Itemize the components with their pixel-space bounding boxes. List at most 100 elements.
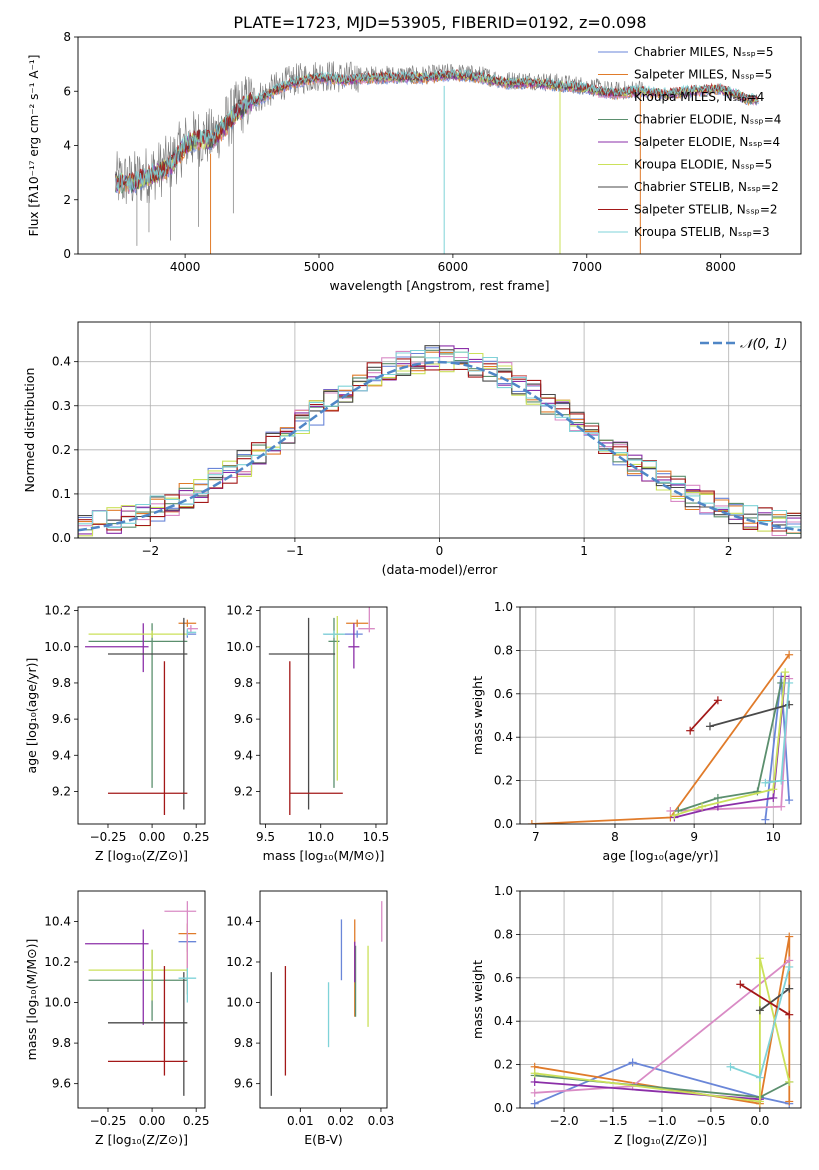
y-tick-label: 9.4 <box>52 748 71 762</box>
figure-title: PLATE=1723, MJD=53905, FIBERID=0192, z=0… <box>233 13 646 32</box>
y-tick-label: 0.6 <box>494 687 513 701</box>
y-tick-label: 9.4 <box>234 748 253 762</box>
x-tick-label: −1.5 <box>598 1114 627 1128</box>
mass-weight-marker <box>666 806 675 815</box>
mass-weight-line <box>678 682 783 812</box>
y-tick-label: 6 <box>63 84 71 98</box>
panel-residuals: −2 −1 0 1 2 0.0 0.1 0.2 0.3 0.4 (data-model)/error… <box>22 321 802 577</box>
axes-frame <box>519 890 802 1109</box>
legend-entry: Kroupa MILES, Nₛₛₚ=4 <box>634 90 764 104</box>
plot-area <box>78 322 801 538</box>
plot-area <box>115 61 759 254</box>
x-tick-label: 2 <box>725 544 733 558</box>
x-tick-label: 1 <box>580 544 588 558</box>
mass-weight-marker <box>726 1062 735 1071</box>
plot-area <box>85 901 197 1096</box>
y-tick-label: 0.1 <box>52 487 71 501</box>
spectrum-model-line <box>115 68 759 191</box>
mass-weight-marker <box>705 722 714 731</box>
x-tick-label: −0.5 <box>696 1114 725 1128</box>
mass-weight-marker <box>785 962 794 971</box>
mass-weight-marker <box>781 668 790 677</box>
errorbar-point <box>178 619 197 627</box>
x-tick-label: 8000 <box>705 260 736 274</box>
mass-weight-marker <box>785 1077 794 1086</box>
axes-frame <box>259 606 388 825</box>
x-axis-label: Z [log₁₀(Z/Z⊙)] <box>95 1132 188 1147</box>
y-tick-label: 10.0 <box>226 640 253 654</box>
mass-weight-marker <box>785 1097 794 1106</box>
x-tick-label: −0.25 <box>90 830 127 844</box>
errorbar-point <box>85 929 149 1025</box>
x-tick-label: 10 <box>766 830 781 844</box>
x-tick-label: −0.25 <box>90 1114 127 1128</box>
spectrum-legend: Chabrier MILES, Nₛₛₚ=5 Salpeter MILES, Nₛ… <box>598 45 781 239</box>
x-axis-label: (data-model)/error <box>382 562 499 577</box>
axes-frame <box>519 606 802 825</box>
x-tick-label: 7000 <box>572 260 603 274</box>
y-tick-label: 10.2 <box>226 955 253 969</box>
panel-massweight-vs-Z: −2.0 −1.5 −1.0 −0.5 0.0 0.0 0.2 0.4 0.6 0.8 1.0 Z [… <box>470 884 802 1147</box>
x-tick-label: 9 <box>690 830 698 844</box>
x-axis-label: E(B-V) <box>304 1132 343 1147</box>
mass-weight-marker <box>785 984 794 993</box>
x-tick-label: 0.01 <box>287 1114 314 1128</box>
x-tick-label: 0.03 <box>368 1114 395 1128</box>
mass-weight-line <box>674 672 787 817</box>
mass-weight-line <box>759 987 790 1012</box>
errorbar-point <box>85 623 149 673</box>
y-tick-label: 0.4 <box>494 730 513 744</box>
plot-area <box>268 607 375 815</box>
y-tick-label: 0.2 <box>494 774 513 788</box>
mass-weight-marker <box>777 802 786 811</box>
x-axis-label: age [log₁₀(age/yr)] <box>603 848 719 863</box>
mass-weight-line <box>709 703 790 728</box>
mass-weight-marker <box>698 802 707 811</box>
y-tick-label: 9.2 <box>52 784 71 798</box>
errorbar-point <box>186 630 197 638</box>
y-tick-label: 1.0 <box>494 884 513 898</box>
errorbar-point <box>186 628 197 636</box>
mass-weight-line <box>739 983 790 1016</box>
mass-weight-marker <box>777 776 786 785</box>
residual-legend: 𝒩(0, 1) <box>700 337 787 352</box>
errorbar-point <box>88 630 188 638</box>
mass-weight-marker <box>785 1010 794 1019</box>
y-tick-label: 8 <box>63 30 71 44</box>
mass-weight-marker <box>713 793 722 802</box>
mass-weight-marker <box>713 802 722 811</box>
y-tick-label: 0 <box>63 247 71 261</box>
y-tick-label: 2 <box>63 193 71 207</box>
y-tick-label: 4 <box>63 139 71 153</box>
mass-weight-marker <box>530 1077 539 1086</box>
y-tick-label: 9.6 <box>234 712 253 726</box>
axes-frame <box>77 606 206 825</box>
mass-weight-marker <box>785 678 794 687</box>
x-axis-label: wavelength [Angstrom, rest frame] <box>329 278 549 293</box>
y-axis-label: Normed distribution <box>22 368 37 493</box>
y-tick-label: 0.0 <box>494 817 513 831</box>
mass-weight-marker <box>530 1088 539 1097</box>
x-tick-label: 5000 <box>304 260 335 274</box>
y-tick-label: 0.6 <box>494 971 513 985</box>
y-axis-label: mass [log₁₀(M/M⊙)] <box>24 939 39 1061</box>
y-tick-label: 9.6 <box>52 1077 71 1091</box>
x-tick-label: 0.25 <box>183 830 210 844</box>
axes-frame <box>259 890 388 1109</box>
y-tick-label: 9.2 <box>234 784 253 798</box>
x-tick-label: 0.25 <box>183 1114 210 1128</box>
mass-weight-marker <box>769 793 778 802</box>
y-tick-label: 0.2 <box>494 1058 513 1072</box>
errorbar-point <box>107 966 188 1076</box>
mass-weight-marker <box>761 778 770 787</box>
residual-histogram <box>78 351 801 538</box>
mass-weight-marker <box>628 1058 637 1067</box>
errorbar-point <box>164 901 197 973</box>
y-tick-label: 0.0 <box>494 1101 513 1115</box>
x-axis-label: Z [log₁₀(Z/Z⊙)] <box>95 848 188 863</box>
x-tick-label: 8 <box>611 830 619 844</box>
x-axis-label: mass [log₁₀(M/M⊙)] <box>263 848 385 863</box>
legend-entry: Chabrier ELODIE, Nₛₛₚ=4 <box>634 113 781 127</box>
mass-weight-marker <box>530 1099 539 1108</box>
plot-area <box>270 901 383 1096</box>
